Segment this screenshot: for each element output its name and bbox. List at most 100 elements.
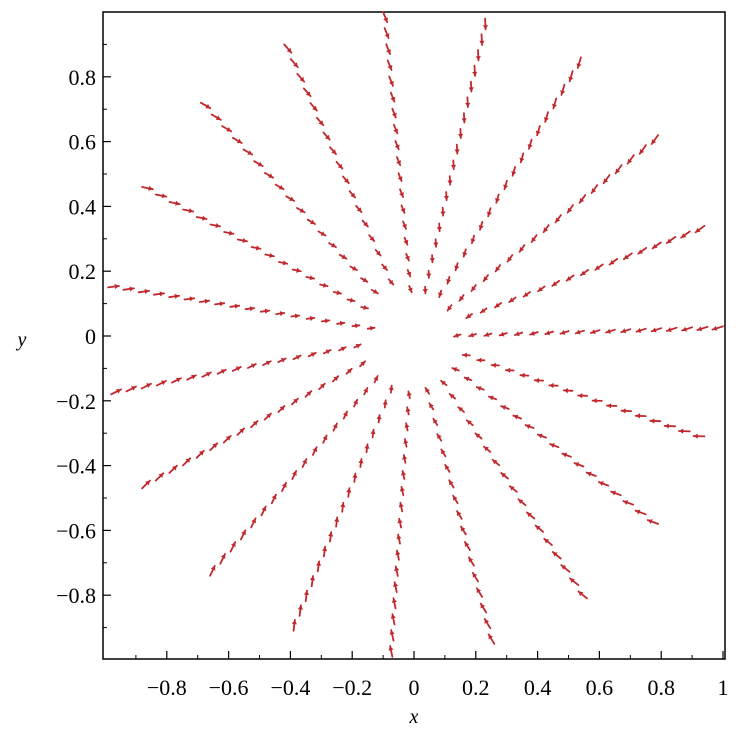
vector-arrow: [195, 215, 208, 221]
vector-arrow: [306, 218, 316, 225]
vector-arrow: [182, 457, 192, 467]
vector-arrow: [404, 252, 410, 262]
vector-arrow: [483, 445, 492, 453]
vector-arrow: [620, 328, 632, 334]
vector-arrow: [141, 479, 151, 490]
vector-arrow: [250, 420, 259, 429]
vector-arrow: [429, 254, 435, 264]
vector-arrow: [649, 418, 662, 424]
vector-arrow: [526, 511, 536, 520]
vector-arrow: [209, 223, 222, 229]
vector-arrow: [447, 175, 453, 186]
vector-arrow: [302, 87, 312, 98]
vector-arrow: [577, 393, 588, 399]
vector-arrow: [406, 390, 412, 400]
vector-arrow: [467, 556, 475, 567]
vector-arrow: [137, 288, 151, 294]
vector-arrow: [475, 587, 484, 598]
vector-arrow: [527, 138, 533, 150]
x-tick-label: −0.2: [332, 675, 372, 700]
vector-arrow: [465, 96, 471, 108]
vector-arrow: [456, 510, 463, 520]
vector-arrow: [385, 43, 392, 55]
vector-arrow: [454, 143, 460, 155]
vector-arrow: [468, 332, 477, 338]
vector-arrow: [244, 306, 256, 312]
vector-arrow: [209, 442, 219, 452]
vector-arrow: [500, 405, 510, 410]
vector-arrow: [368, 234, 376, 243]
vector-arrow: [475, 49, 481, 62]
vector-arrow: [465, 419, 474, 427]
y-axis-label: y: [16, 329, 27, 351]
vector-arrow: [387, 278, 395, 286]
vector-arrow: [651, 241, 662, 250]
vector-arrow: [236, 238, 248, 243]
vector-arrow: [623, 252, 633, 261]
vector-arrow: [483, 618, 492, 630]
vector-arrow: [301, 458, 308, 468]
vector-arrow: [549, 443, 560, 449]
vector-arrow: [345, 367, 353, 375]
vector-arrow: [524, 424, 535, 429]
vector-arrow: [309, 102, 318, 112]
vector-arrow: [478, 221, 484, 231]
vector-arrow: [533, 377, 544, 384]
vector-arrow: [253, 160, 264, 168]
vector-arrow: [370, 288, 379, 295]
vector-arrow: [358, 457, 364, 468]
vector-arrow: [407, 285, 413, 294]
vector-arrow: [403, 438, 409, 448]
vector-arrow: [259, 308, 271, 314]
vector-arrow: [303, 589, 309, 602]
vector-arrow: [577, 590, 588, 600]
vector-arrow: [608, 257, 619, 266]
vector-arrow: [450, 159, 457, 171]
vector-arrow: [585, 471, 597, 477]
vector-arrow: [458, 294, 465, 302]
vector-arrow: [511, 166, 517, 177]
vector-arrow: [605, 328, 616, 334]
vector-arrow: [574, 329, 585, 335]
vector-arrow: [222, 434, 232, 444]
vector-arrow: [444, 463, 451, 473]
vector-arrow: [482, 17, 488, 31]
vector-arrow: [277, 405, 286, 413]
vector-arrow: [250, 517, 257, 529]
vector-arrow: [250, 245, 262, 251]
vector-arrow: [471, 571, 479, 583]
y-tick-label: 0: [85, 324, 96, 349]
vector-arrow: [472, 64, 478, 77]
vector-arrow: [479, 33, 485, 46]
vector-arrow: [576, 56, 582, 69]
vector-arrow: [490, 362, 500, 368]
vector-arrow: [390, 613, 396, 626]
vector-arrow: [388, 645, 394, 658]
vector-arrow: [440, 206, 446, 217]
y-tick-label: −0.2: [56, 389, 96, 414]
vector-arrow: [242, 148, 254, 156]
vector-arrow: [403, 236, 409, 246]
vector-arrow: [391, 597, 397, 610]
vector-arrow: [374, 248, 382, 257]
vector-arrow: [548, 382, 559, 389]
vector-arrow: [529, 330, 539, 336]
vector-arrow: [602, 174, 611, 185]
vector-arrow: [483, 332, 493, 337]
vector-arrow: [552, 97, 558, 110]
vector-arrow: [446, 275, 452, 285]
vector-arrow: [315, 116, 325, 126]
vector-arrow: [436, 433, 443, 442]
vector-arrow: [201, 371, 212, 378]
vector-arrow: [140, 382, 152, 390]
vector-arrow: [352, 472, 358, 483]
vector-arrow: [332, 422, 338, 432]
vector-arrow: [395, 156, 402, 167]
vector-arrow: [666, 326, 678, 333]
vector-arrow: [376, 414, 382, 424]
vector-arrow: [281, 481, 287, 493]
vector-arrow: [500, 472, 509, 480]
vector-arrow: [680, 230, 691, 239]
vector-arrow: [491, 458, 501, 467]
vector-arrow: [514, 331, 524, 337]
